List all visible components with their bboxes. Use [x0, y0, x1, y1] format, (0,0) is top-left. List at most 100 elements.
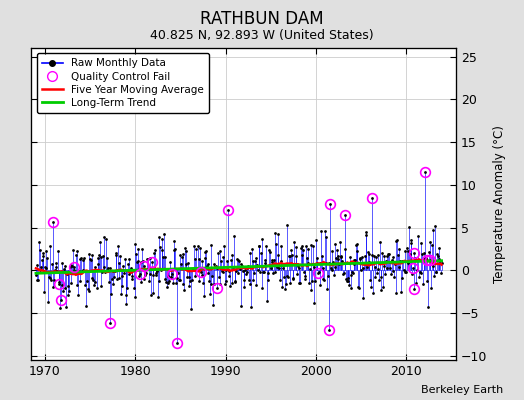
Point [108, 267, 117, 274]
Point [193, 267, 201, 273]
Point [398, 274, 406, 281]
Point [383, 265, 391, 271]
Point [422, 257, 431, 264]
Point [237, 261, 246, 268]
Point [39, 253, 48, 260]
Point [280, 261, 289, 267]
Point [431, 222, 439, 229]
Point [429, 262, 438, 269]
Point [256, 269, 265, 276]
Point [239, 284, 248, 290]
Point [267, 256, 276, 263]
Point [340, 212, 348, 218]
Point [260, 268, 268, 275]
Point [226, 283, 234, 290]
Point [392, 238, 401, 244]
Point [379, 253, 388, 259]
Point [58, 260, 67, 266]
Point [93, 255, 102, 261]
Point [94, 260, 103, 267]
Point [79, 257, 88, 264]
Point [253, 262, 261, 269]
Point [373, 270, 381, 276]
Point [38, 257, 46, 263]
Point [350, 261, 358, 268]
Point [240, 277, 248, 284]
Point [130, 294, 139, 300]
Point [250, 270, 258, 276]
Point [71, 268, 79, 274]
Point [166, 259, 174, 265]
Point [84, 286, 92, 292]
Point [171, 246, 179, 252]
Point [377, 274, 386, 280]
Point [357, 267, 365, 273]
Point [229, 266, 237, 272]
Point [84, 288, 93, 294]
Point [205, 291, 214, 298]
Point [148, 290, 157, 296]
Point [217, 258, 225, 264]
Point [88, 252, 96, 258]
Point [228, 252, 236, 258]
Point [375, 276, 384, 283]
Point [247, 304, 255, 310]
Point [117, 282, 126, 289]
Point [82, 303, 91, 309]
Point [107, 291, 115, 297]
Point [132, 251, 140, 258]
Point [353, 248, 362, 254]
Point [376, 239, 384, 245]
Point [143, 266, 151, 273]
Point [312, 237, 320, 244]
Point [43, 255, 51, 261]
Point [140, 263, 148, 270]
Point [134, 246, 143, 252]
Point [95, 252, 103, 258]
Point [417, 240, 425, 247]
Point [286, 280, 294, 286]
Point [152, 272, 160, 278]
Point [348, 269, 356, 275]
Point [192, 246, 201, 252]
Point [367, 252, 376, 258]
Point [83, 278, 91, 284]
Point [430, 273, 438, 280]
Point [365, 251, 374, 257]
Point [376, 287, 385, 294]
Point [360, 260, 368, 266]
Point [187, 306, 195, 312]
Point [48, 261, 56, 268]
Point [215, 248, 224, 254]
Point [201, 249, 210, 255]
Point [303, 260, 312, 266]
Point [32, 261, 41, 268]
Point [342, 276, 350, 282]
Point [374, 266, 382, 272]
Point [279, 274, 288, 280]
Point [278, 284, 286, 291]
Point [155, 234, 163, 240]
Point [369, 252, 378, 259]
Point [351, 256, 359, 263]
Point [428, 227, 436, 234]
Point [57, 281, 66, 288]
Point [329, 259, 337, 266]
Point [35, 238, 43, 245]
Point [236, 303, 245, 309]
Point [57, 297, 65, 303]
Point [154, 294, 162, 300]
Point [118, 273, 127, 279]
Point [371, 264, 379, 270]
Point [281, 286, 289, 292]
Point [64, 283, 72, 289]
Point [198, 272, 206, 278]
Point [381, 258, 390, 265]
Point [425, 257, 434, 263]
Point [156, 244, 165, 250]
Point [291, 261, 299, 267]
Point [323, 286, 331, 292]
Point [231, 279, 239, 285]
Point [296, 280, 304, 286]
Point [131, 241, 139, 248]
